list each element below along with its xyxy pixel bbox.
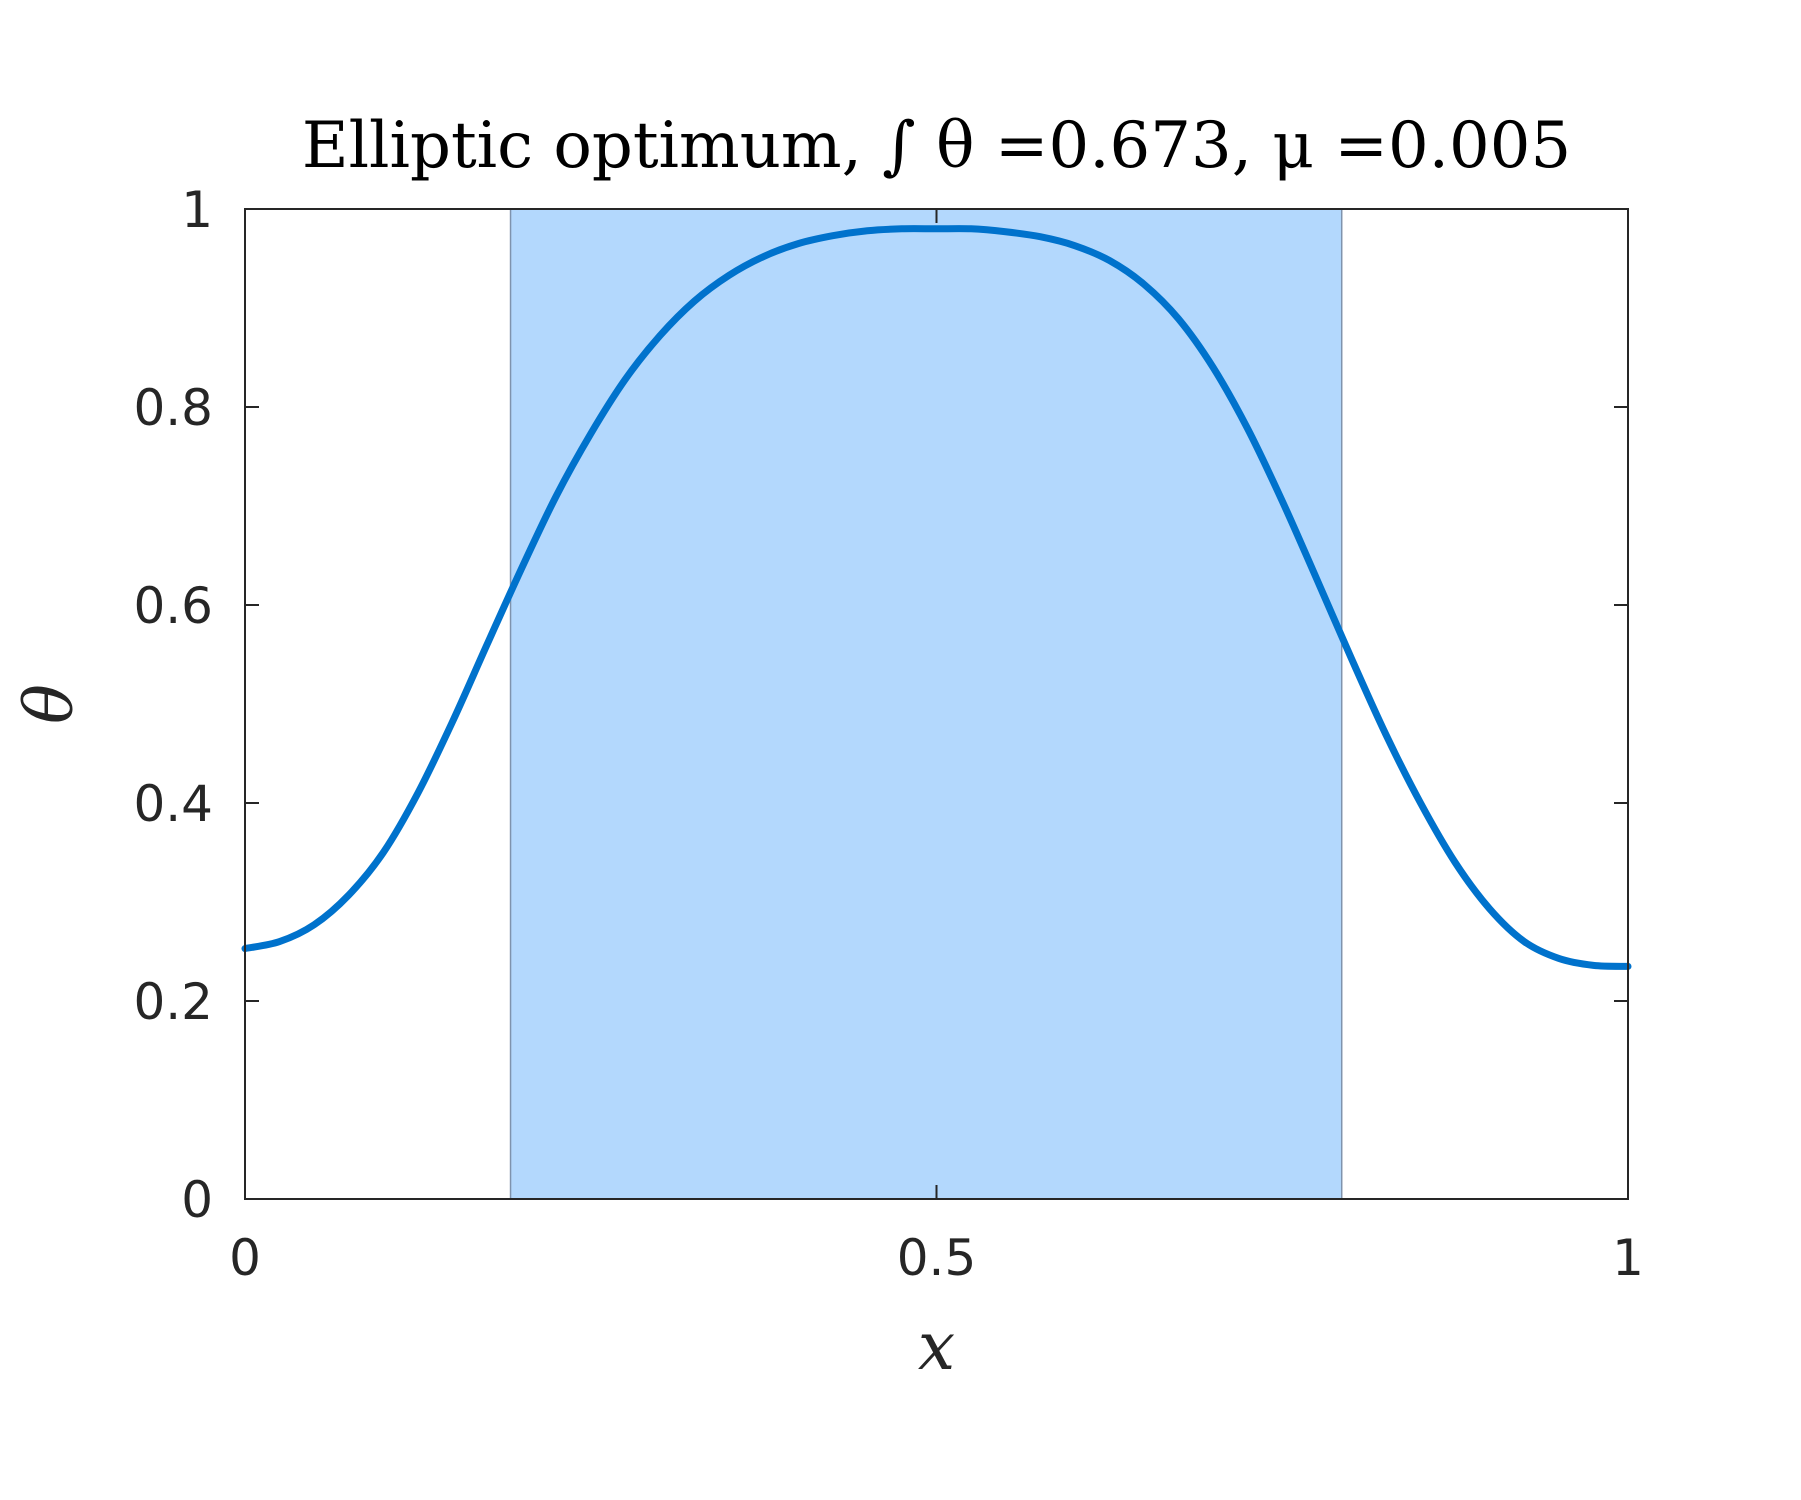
- y-tick-label: 0: [181, 1171, 213, 1229]
- y-tick-label: 0.8: [133, 379, 213, 437]
- series-layer: [241, 225, 1632, 970]
- y-tick-label: 1: [181, 181, 213, 239]
- y-axis-label: θ: [11, 684, 88, 724]
- shaded-region-layer: [509, 209, 1343, 1199]
- shaded-region: [510, 209, 1342, 1199]
- y-tick-label: 0.2: [133, 973, 213, 1031]
- series-line-0: [241, 225, 1632, 970]
- x-tick-label: 0.5: [897, 1229, 977, 1287]
- y-tick-label: 0.6: [133, 577, 213, 635]
- y-tick-label: 0.4: [133, 775, 213, 833]
- tick-layer: 0 0.5 1 0 0.2 0.4 0.6 0.8 1: [133, 181, 1643, 1287]
- x-axis-label: x: [918, 1308, 955, 1385]
- x-tick-label: 1: [1612, 1229, 1644, 1287]
- chart-title: Elliptic optimum, ∫ θ =0.673, μ =0.005: [302, 109, 1571, 183]
- x-tick-label: 0: [229, 1229, 261, 1287]
